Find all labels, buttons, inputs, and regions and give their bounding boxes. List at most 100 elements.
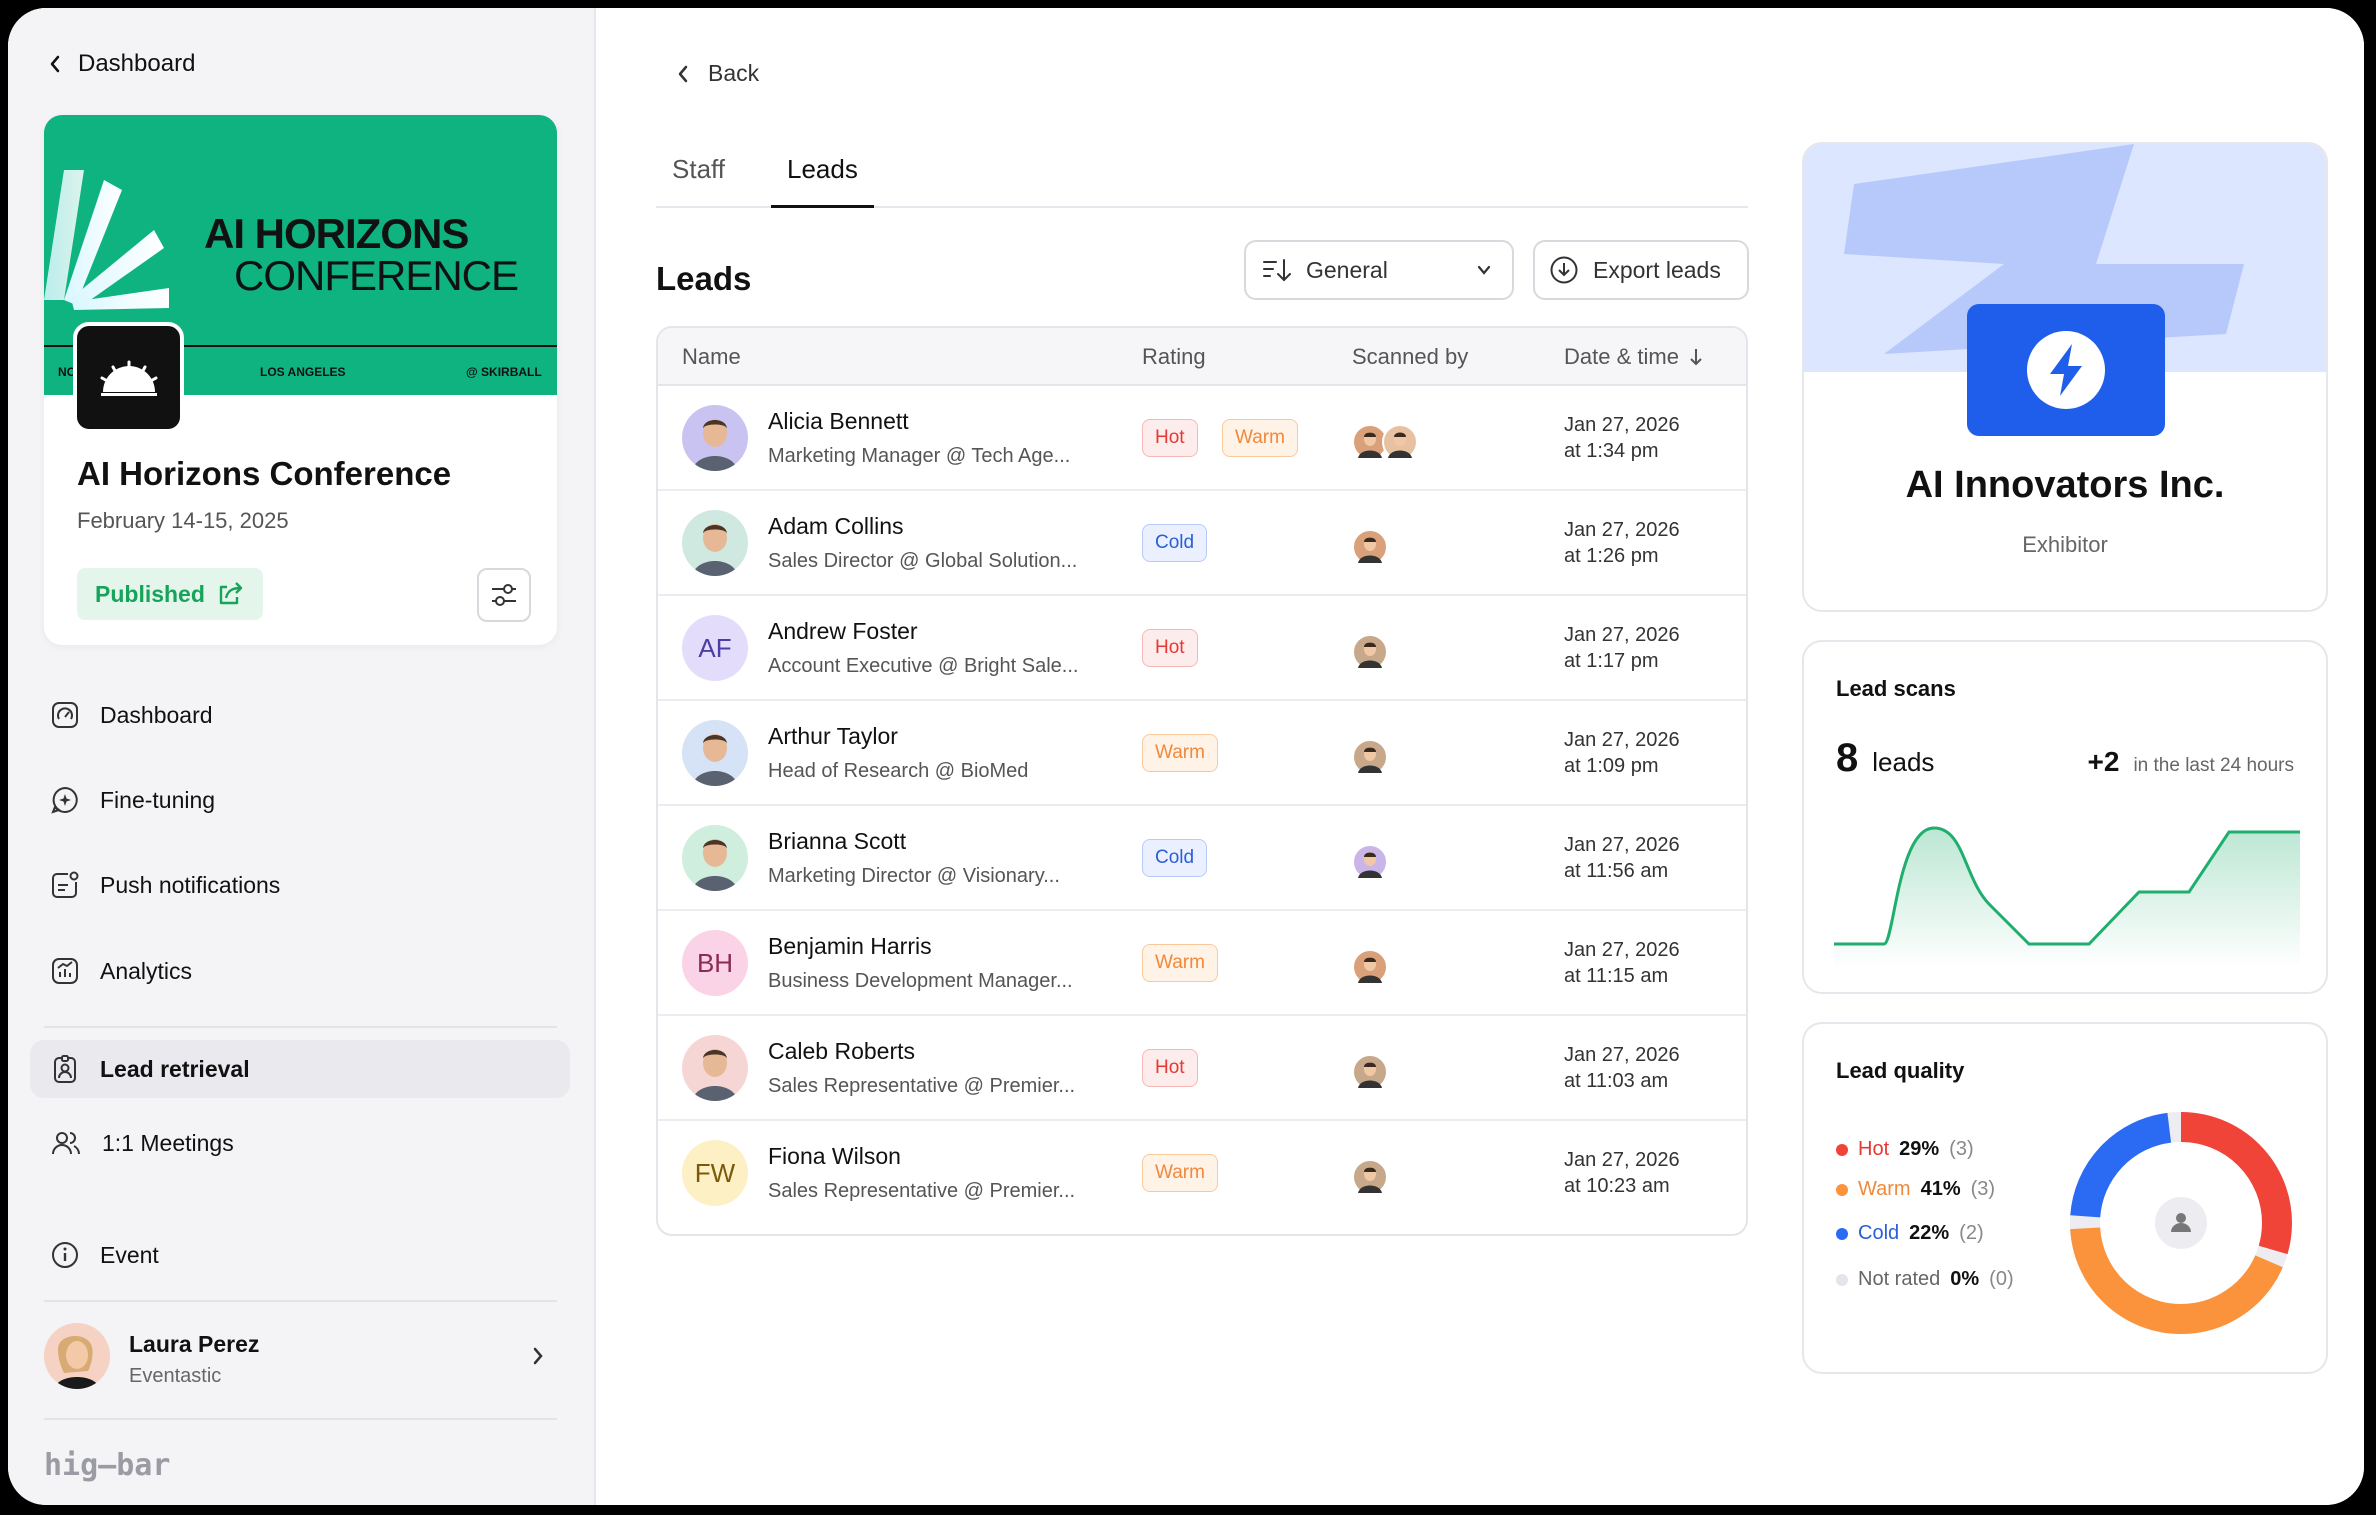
nav-item-event[interactable]: Event: [30, 1226, 570, 1284]
lead-scans-card: Lead scans 8 leads +2 in the last 24 hou…: [1802, 640, 2328, 994]
event-date: February 14-15, 2025: [77, 508, 289, 533]
back-link[interactable]: Back: [676, 60, 759, 87]
donut-segment-warm: [2070, 1112, 2292, 1334]
avatar: [682, 1035, 748, 1101]
nav-item-lead-retrieval[interactable]: Lead retrieval: [30, 1040, 570, 1098]
table-row[interactable]: Alicia Bennett Marketing Manager @ Tech A…: [658, 386, 1746, 491]
nav-item-label: Push notifications: [100, 871, 281, 898]
column-header-rating[interactable]: Rating: [1142, 344, 1206, 369]
lead-quality-card: Lead quality Hot 29% (3) Warm 41% (3) Cold 22…: [1802, 1022, 2328, 1374]
legend-count: (0): [1989, 1268, 2014, 1290]
event-title: AI Horizons Conference: [77, 455, 452, 492]
lead-name: Adam Collins: [768, 513, 904, 539]
chevron-left-icon: [676, 63, 690, 85]
lead-datetime: Jan 27, 2026 at 1:26 pm: [1564, 517, 1680, 569]
table-row[interactable]: BH Benjamin Harris Business Development Ma…: [658, 911, 1746, 1016]
export-leads-button[interactable]: Export leads: [1533, 240, 1749, 300]
legend-pct: 29%: [1899, 1138, 1940, 1160]
lead-time: at 11:03 am: [1564, 1070, 1669, 1092]
chevron-right-icon: [531, 1345, 545, 1367]
published-badge[interactable]: Published: [77, 568, 263, 620]
legend-dot: [1836, 1183, 1848, 1196]
analytics-icon: [50, 956, 80, 986]
lead-name: Arthur Taylor: [768, 723, 898, 749]
sort-icon: [1262, 257, 1292, 283]
dashboard-back-link[interactable]: Dashboard: [48, 50, 195, 78]
nav-item-analytics[interactable]: Analytics: [30, 942, 570, 1000]
lead-name: Andrew Foster: [768, 618, 918, 644]
table-row[interactable]: FW Fiona Wilson Sales Representative @ Pre…: [658, 1121, 1746, 1226]
table-row[interactable]: Brianna Scott Marketing Director @ Vision…: [658, 806, 1746, 911]
rating-badge: Hot: [1142, 1049, 1198, 1087]
lead-title: Sales Representative @ Premier...: [768, 1075, 1076, 1097]
lead-title: Head of Research @ BioMed: [768, 760, 1029, 782]
event-logo: [73, 322, 184, 433]
lead-scans-delta-value: +2: [2087, 746, 2120, 777]
nav-item-label: Fine-tuning: [100, 786, 216, 813]
lead-time: at 10:23 am: [1564, 1175, 1670, 1197]
lead-time: at 1:34 pm: [1564, 440, 1659, 462]
nav-divider: [44, 1300, 557, 1302]
banner-title-line2: CONFERENCE: [234, 252, 519, 299]
leads-heading: Leads: [656, 260, 752, 297]
lead-scans-delta-note: in the last 24 hours: [2133, 755, 2294, 776]
lead-name: Brianna Scott: [768, 828, 907, 854]
lead-date: Jan 27, 2026: [1564, 729, 1680, 751]
legend-label: Cold: [1858, 1222, 1900, 1244]
lead-date: Jan 27, 2026: [1564, 1149, 1680, 1171]
nav-item-fine-tuning[interactable]: Fine-tuning: [30, 771, 570, 829]
nav-item-meetings[interactable]: 1:1 Meetings: [30, 1114, 570, 1172]
column-header-date[interactable]: Date & time: [1564, 344, 1703, 370]
lead-date: Jan 27, 2026: [1564, 939, 1680, 961]
filter-select-value: General: [1306, 256, 1388, 283]
rating-badge: Cold: [1142, 839, 1208, 877]
table-row[interactable]: Caleb Roberts Sales Representative @ Prem…: [658, 1016, 1746, 1121]
lead-datetime: Jan 27, 2026 at 10:23 am: [1564, 1147, 1680, 1199]
nav-item-label: Analytics: [100, 957, 193, 984]
person-icon: [2171, 1213, 2191, 1232]
tab-leads[interactable]: Leads: [771, 154, 874, 208]
lead-date: Jan 27, 2026: [1564, 624, 1680, 646]
column-header-name[interactable]: Name: [682, 344, 741, 369]
filter-select[interactable]: General: [1244, 240, 1514, 300]
avatar: [682, 720, 748, 786]
banner-left-text: NO: [58, 365, 76, 379]
nav-item-dashboard[interactable]: Dashboard: [30, 686, 570, 744]
lead-title: Account Executive @ Bright Sale...: [768, 655, 1079, 677]
event-settings-button[interactable]: [477, 568, 531, 622]
legend-count: (3): [1949, 1138, 1974, 1160]
table-row[interactable]: Arthur Taylor Head of Research @ BioMed Wa…: [658, 701, 1746, 806]
export-leads-label: Export leads: [1593, 256, 1721, 283]
chat-spark-icon: [50, 785, 80, 815]
column-header-scanned-by[interactable]: Scanned by: [1352, 344, 1469, 369]
notification-icon: [50, 870, 80, 900]
lead-scans-total: 8 leads: [1836, 736, 1934, 781]
lead-datetime: Jan 27, 2026 at 11:15 am: [1564, 937, 1680, 989]
donut-segment-hot: [2070, 1112, 2292, 1334]
legend-dot: [1836, 1273, 1848, 1286]
lead-scans-sparkline: [1834, 826, 2300, 968]
legend-pct: 0%: [1950, 1268, 1980, 1290]
legend-count: (2): [1959, 1222, 1984, 1244]
user-profile-row[interactable]: Laura Perez Eventastic: [44, 1323, 557, 1395]
nav-divider: [44, 1026, 557, 1028]
back-label: Back: [708, 60, 760, 86]
nav-item-push-notifications[interactable]: Push notifications: [30, 856, 570, 914]
event-card[interactable]: AI HORIZONS CONFERENCE NO LOS ANGELES @ …: [44, 115, 557, 645]
legend-label: Hot: [1858, 1138, 1890, 1160]
table-row[interactable]: Adam Collins Sales Director @ Global Solu…: [658, 491, 1746, 596]
badge-icon: [50, 1054, 80, 1084]
rating-badge: Warm: [1142, 944, 1218, 982]
exhibitor-logo: [1967, 304, 2165, 436]
table-header: Name Rating Scanned by Date & time: [658, 328, 1746, 386]
bolt-graphic: [1844, 144, 2244, 354]
avatar: [682, 825, 748, 891]
table-row[interactable]: AF Andrew Foster Account Executive @ Brigh…: [658, 596, 1746, 701]
legend-count: (3): [1970, 1178, 1996, 1200]
nav-item-label: Dashboard: [100, 701, 213, 728]
gauge-icon: [50, 700, 80, 730]
chevron-down-icon: [1474, 260, 1494, 280]
main-content: Back Staff Leads Leads General Export le…: [598, 8, 2364, 1505]
tab-staff[interactable]: Staff: [672, 154, 726, 184]
published-label: Published: [95, 580, 205, 607]
